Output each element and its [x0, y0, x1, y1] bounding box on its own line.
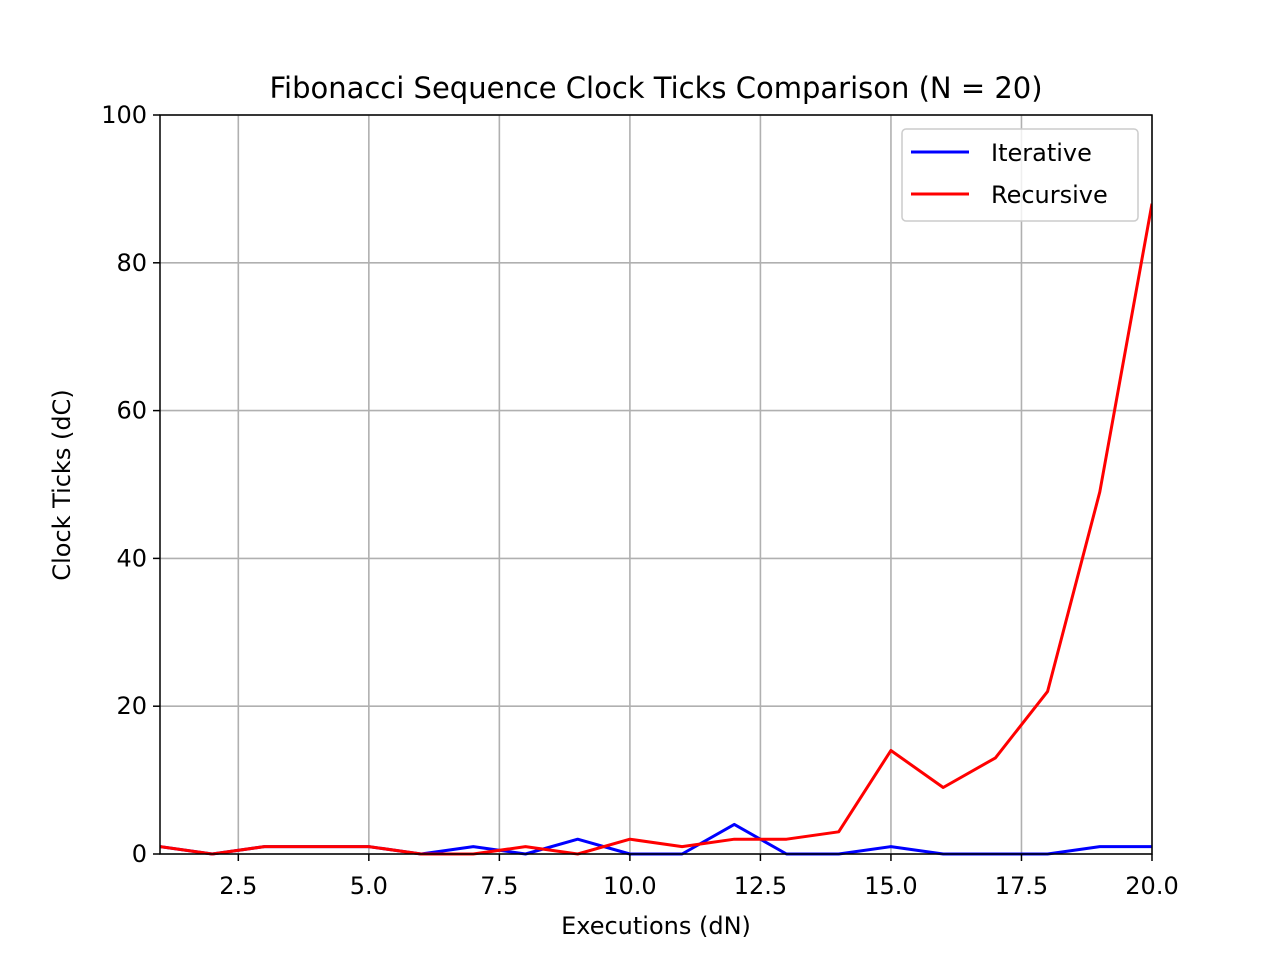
x-tick-label: 5.0: [350, 872, 388, 900]
x-tick-label: 15.0: [864, 872, 917, 900]
x-axis-label: Executions (dN): [561, 912, 751, 940]
ticks: 2.5 5.0 7.5 10.0 12.5 15.0 17.5 20.0 0 20 40 60 80 10…: [101, 101, 1179, 900]
x-tick-label: 10.0: [603, 872, 656, 900]
x-tick-label: 20.0: [1125, 872, 1178, 900]
y-tick-label: 100: [101, 101, 147, 129]
y-tick-label: 40: [116, 544, 147, 572]
plot-frame: [159, 114, 1153, 855]
legend: Iterative Recursive: [901, 128, 1139, 222]
y-tick-label: 0: [132, 840, 147, 868]
chart-title: Fibonacci Sequence Clock Ticks Compariso…: [269, 71, 1042, 105]
series-line-recursive: [160, 203, 1152, 856]
x-tick-label: 12.5: [734, 872, 787, 900]
y-tick-label: 20: [116, 692, 147, 720]
x-tick-label: 17.5: [995, 872, 1048, 900]
y-axis-label: Clock Ticks (dC): [48, 389, 76, 580]
legend-label-iterative: Iterative: [991, 139, 1092, 167]
x-tick-label: 7.5: [480, 872, 518, 900]
y-tick-label: 60: [116, 397, 147, 425]
x-tick-label: 2.5: [219, 872, 257, 900]
y-tick-label: 80: [116, 249, 147, 277]
legend-label-recursive: Recursive: [991, 181, 1108, 209]
